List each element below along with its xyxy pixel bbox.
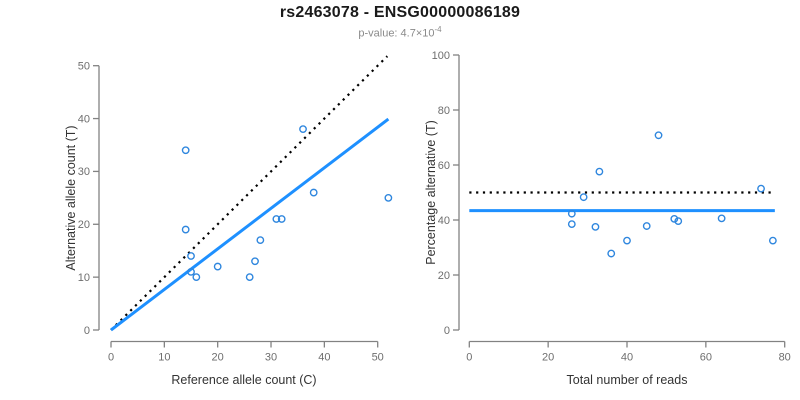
data-point bbox=[567, 220, 576, 229]
y-tick-label: 20 bbox=[78, 219, 90, 231]
x-axis-label: Total number of reads bbox=[567, 373, 688, 387]
data-point bbox=[277, 215, 286, 223]
data-point bbox=[591, 222, 600, 231]
y-tick-label: 30 bbox=[78, 166, 90, 178]
data-point bbox=[187, 252, 195, 260]
data-point bbox=[642, 222, 651, 230]
data-point bbox=[717, 214, 726, 223]
y-tick-label: 0 bbox=[84, 325, 90, 337]
x-tick-label: 40 bbox=[318, 352, 330, 364]
pvalue-exponent: -4 bbox=[434, 25, 442, 34]
data-point bbox=[245, 273, 254, 282]
data-point bbox=[192, 273, 201, 282]
identity-dotted-line bbox=[110, 55, 389, 331]
x-tick-label: 20 bbox=[542, 352, 554, 364]
data-point bbox=[309, 188, 318, 197]
data-point bbox=[181, 225, 190, 234]
x-tick-label: 0 bbox=[466, 352, 472, 364]
panel-left: 0 10 20 30 40 50 0 10 20 30 40 50 Reference allele c… bbox=[64, 55, 393, 387]
data-point bbox=[256, 236, 265, 245]
data-point bbox=[251, 257, 259, 266]
data-point bbox=[579, 193, 588, 202]
data-point bbox=[674, 217, 683, 226]
x-tick-label: 30 bbox=[265, 352, 277, 364]
pvalue-text: p-value: 4.7×10 bbox=[358, 27, 435, 40]
y-axis-label: Alternative allele count (T) bbox=[64, 125, 78, 270]
x-tick-label: 20 bbox=[212, 352, 224, 364]
x-tick-label: 80 bbox=[779, 352, 791, 364]
y-axis-label: Percentage alternative (T) bbox=[424, 120, 438, 265]
fit-line bbox=[110, 117, 390, 332]
y-tick-label: 50 bbox=[78, 61, 90, 73]
plot-title: rs2463078 - ENSG00000086189 bbox=[279, 4, 521, 21]
panel-right: 0 20 40 60 80 100 0 20 40 60 80 Total number of rea… bbox=[424, 50, 791, 387]
y-tick-label: 40 bbox=[438, 215, 450, 227]
x-tick-label: 0 bbox=[108, 352, 114, 364]
data-point bbox=[757, 184, 765, 193]
data-point bbox=[595, 167, 604, 176]
data-point bbox=[623, 236, 631, 245]
y-tick-label: 40 bbox=[78, 113, 90, 125]
data-point bbox=[213, 262, 222, 271]
data-point bbox=[187, 267, 195, 276]
data-point bbox=[768, 236, 777, 245]
y-tick-label: 10 bbox=[78, 272, 90, 284]
data-point bbox=[181, 146, 190, 155]
data-point bbox=[567, 209, 576, 218]
x-tick-label: 50 bbox=[372, 352, 384, 364]
y-tick-label: 80 bbox=[438, 105, 450, 117]
y-tick-label: 0 bbox=[444, 325, 450, 337]
x-tick-label: 40 bbox=[621, 352, 633, 364]
y-tick-label: 20 bbox=[438, 270, 450, 282]
plot-subtitle: p-value: 4.7×10-4 bbox=[0, 25, 800, 40]
data-point bbox=[654, 131, 663, 140]
x-tick-label: 60 bbox=[700, 352, 712, 364]
data-point bbox=[272, 215, 281, 223]
data-point bbox=[670, 214, 679, 223]
data-point bbox=[384, 193, 393, 202]
y-tick-label: 100 bbox=[432, 50, 450, 62]
y-tick-label: 60 bbox=[438, 160, 450, 172]
data-point bbox=[607, 249, 616, 258]
x-axis-label: Reference allele count (C) bbox=[171, 373, 316, 387]
x-tick-label: 10 bbox=[158, 352, 170, 364]
data-point bbox=[299, 125, 307, 134]
